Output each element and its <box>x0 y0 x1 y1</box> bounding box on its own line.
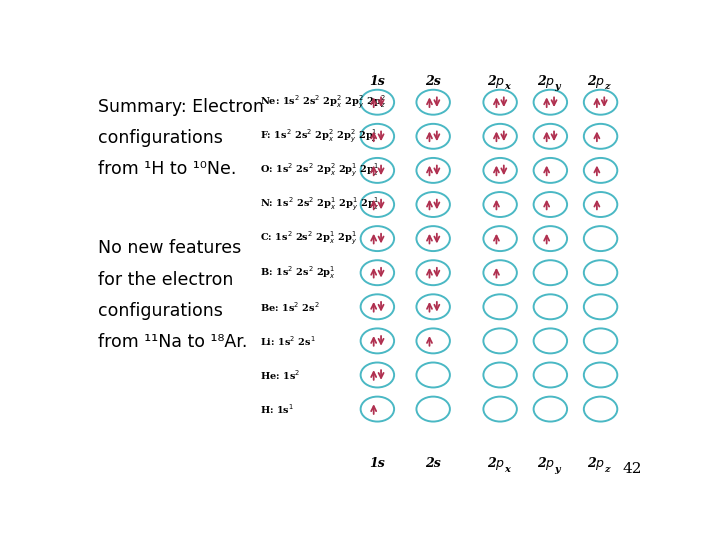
Text: N: 1s$^2$ 2s$^2$ 2p$^1_x$ 2p$^1_y$ 2p$^1_z$: N: 1s$^2$ 2s$^2$ 2p$^1_x$ 2p$^1_y$ 2p$^1… <box>260 196 379 213</box>
Text: C: 1s$^2$ 2s$^2$ 2p$^1_x$ 2p$^1_y$: C: 1s$^2$ 2s$^2$ 2p$^1_x$ 2p$^1_y$ <box>260 230 357 247</box>
Text: configurations: configurations <box>99 302 223 320</box>
Text: No new features: No new features <box>99 239 242 258</box>
Text: He: 1s$^2$: He: 1s$^2$ <box>260 368 300 382</box>
Text: 1s: 1s <box>369 75 385 88</box>
Text: x: x <box>504 82 510 91</box>
Text: 2$p$: 2$p$ <box>587 455 606 472</box>
Text: 2s: 2s <box>426 457 441 470</box>
Text: 2$p$: 2$p$ <box>487 73 505 90</box>
Text: from ¹¹Na to ¹⁸Ar.: from ¹¹Na to ¹⁸Ar. <box>99 333 248 351</box>
Text: 42: 42 <box>623 462 642 476</box>
Text: y: y <box>554 465 560 474</box>
Text: for the electron: for the electron <box>99 271 234 288</box>
Text: F: 1s$^2$ 2s$^2$ 2p$^2_x$ 2p$^2_y$ 2p$^1_z$: F: 1s$^2$ 2s$^2$ 2p$^2_x$ 2p$^2_y$ 2p$^1… <box>260 127 378 145</box>
Text: 2s: 2s <box>426 75 441 88</box>
Text: Summary: Electron: Summary: Electron <box>99 98 264 116</box>
Text: 2$p$: 2$p$ <box>537 73 555 90</box>
Text: 2$p$: 2$p$ <box>487 455 505 472</box>
Text: z: z <box>605 465 610 474</box>
Text: x: x <box>504 465 510 474</box>
Text: Ne: 1s$^2$ 2s$^2$ 2p$^2_x$ 2p$^2_y$ 2p$^2_z$: Ne: 1s$^2$ 2s$^2$ 2p$^2_x$ 2p$^2_y$ 2p$^… <box>260 93 386 111</box>
Text: from ¹H to ¹⁰Ne.: from ¹H to ¹⁰Ne. <box>99 160 237 178</box>
Text: z: z <box>605 82 610 91</box>
Text: 1s: 1s <box>369 457 385 470</box>
Text: Be: 1s$^2$ 2s$^2$: Be: 1s$^2$ 2s$^2$ <box>260 300 320 314</box>
Text: 2$p$: 2$p$ <box>537 455 555 472</box>
Text: B: 1s$^2$ 2s$^2$ 2p$^1_x$: B: 1s$^2$ 2s$^2$ 2p$^1_x$ <box>260 264 336 281</box>
Text: configurations: configurations <box>99 129 223 147</box>
Text: 2$p$: 2$p$ <box>587 73 606 90</box>
Text: O: 1s$^2$ 2s$^2$ 2p$^2_x$ 2p$^1_y$ 2p$^1_z$: O: 1s$^2$ 2s$^2$ 2p$^2_x$ 2p$^1_y$ 2p$^1… <box>260 161 379 179</box>
Text: H: 1s$^1$: H: 1s$^1$ <box>260 402 294 416</box>
Text: Li: 1s$^2$ 2s$^1$: Li: 1s$^2$ 2s$^1$ <box>260 334 316 348</box>
Text: y: y <box>554 82 560 91</box>
